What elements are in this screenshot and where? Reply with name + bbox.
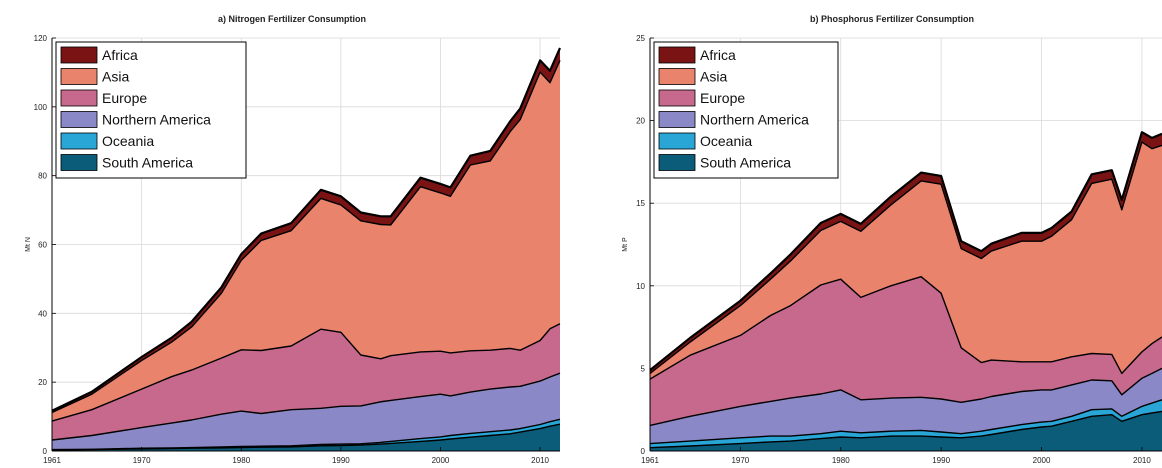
legend-swatch	[658, 46, 696, 64]
y-tick-label: 80	[38, 172, 47, 181]
area-south-america	[650, 411, 1162, 451]
legend-label: Asia	[102, 69, 129, 85]
y-tick-label: 0	[43, 447, 48, 456]
area-europe	[52, 323, 560, 440]
legend-swatch	[658, 154, 696, 171]
x-tick-label: 2010	[1133, 456, 1151, 465]
legend-label: Europe	[700, 90, 745, 106]
y-tick-label: 10	[636, 282, 645, 291]
legend-swatch	[60, 68, 98, 85]
area-northern-america	[52, 373, 560, 450]
boundary-asia	[649, 141, 1162, 374]
legend-swatch	[658, 68, 696, 85]
y-axis-label: Mt P	[622, 237, 629, 252]
x-tick-label: 1970	[731, 456, 749, 465]
area-asia	[650, 142, 1162, 380]
legend-label: Northern America	[700, 112, 809, 128]
x-tick-label: 2000	[1033, 456, 1051, 465]
legend-swatch	[658, 89, 696, 107]
y-tick-label: 15	[636, 199, 645, 208]
legend-swatch	[60, 132, 98, 150]
boundary-europe	[51, 323, 561, 422]
y-tick-label: 100	[34, 103, 48, 112]
boundary-oceania	[51, 418, 561, 451]
x-tick-label: 1980	[232, 456, 250, 465]
area-europe	[650, 276, 1162, 426]
y-tick-label: 5	[641, 364, 646, 373]
boundary-northern-america	[51, 372, 561, 441]
chart-title: b) Phosphorus Fertilizer Consumption	[810, 14, 974, 24]
x-tick-label: 2010	[531, 456, 549, 465]
y-tick-label: 60	[38, 241, 47, 250]
boundary-south-america	[649, 410, 1162, 449]
x-tick-label: 2000	[432, 456, 450, 465]
x-tick-label: 1990	[932, 456, 950, 465]
y-axis-label: Mt N	[25, 237, 32, 252]
legend-label: South America	[700, 155, 791, 171]
y-tick-label: 40	[38, 309, 47, 318]
legend-label: Asia	[700, 69, 727, 85]
chart-title: a) Nitrogen Fertilizer Consumption	[218, 14, 366, 24]
y-tick-label: 20	[38, 378, 47, 387]
legend-label: Oceania	[700, 133, 752, 149]
boundary-asia	[51, 60, 561, 414]
legend: Africa Asia Europe Northern America Oceania S…	[653, 41, 839, 179]
area-south-america	[52, 424, 560, 451]
legend-label: Africa	[700, 47, 736, 63]
chart-panel-nitrogen: 1961 1970 1980 1990 2000 2010 0 20 40 60 80 100 120 a…	[25, 14, 562, 465]
area-asia	[52, 60, 560, 422]
boundary-europe	[649, 276, 1162, 380]
boundary-oceania	[649, 399, 1162, 445]
boundary-africa	[51, 47, 562, 412]
legend-label: Northern America	[102, 112, 211, 128]
legend-swatch	[60, 111, 98, 128]
legend-swatch	[658, 132, 696, 150]
legend-swatch	[60, 89, 98, 107]
legend-label: Africa	[102, 47, 138, 63]
y-tick-label: 120	[34, 34, 48, 43]
legend-label: South America	[102, 155, 193, 171]
x-tick-label: 1961	[641, 456, 659, 465]
legend-swatch	[60, 46, 98, 64]
x-tick-label: 1961	[43, 456, 61, 465]
chart-panel-phosphorus: 1961 1970 1980 1990 2000 2010 0 5 10 15 20 25 b) Pho…	[622, 14, 1162, 465]
legend: Africa Asia Europe Northern America Oceania S…	[55, 41, 247, 179]
x-tick-label: 1970	[133, 456, 151, 465]
legend-swatch	[60, 154, 98, 171]
boundary-northern-america	[649, 367, 1162, 427]
area-northern-america	[650, 368, 1162, 444]
y-tick-label: 20	[636, 117, 645, 126]
x-tick-label: 1990	[332, 456, 350, 465]
legend-label: Europe	[102, 90, 147, 106]
boundary-africa	[649, 131, 1162, 371]
legend-swatch	[658, 111, 696, 128]
y-tick-label: 25	[636, 34, 645, 43]
x-tick-label: 1980	[832, 456, 850, 465]
legend-label: Oceania	[102, 133, 154, 149]
y-tick-label: 0	[641, 447, 646, 456]
